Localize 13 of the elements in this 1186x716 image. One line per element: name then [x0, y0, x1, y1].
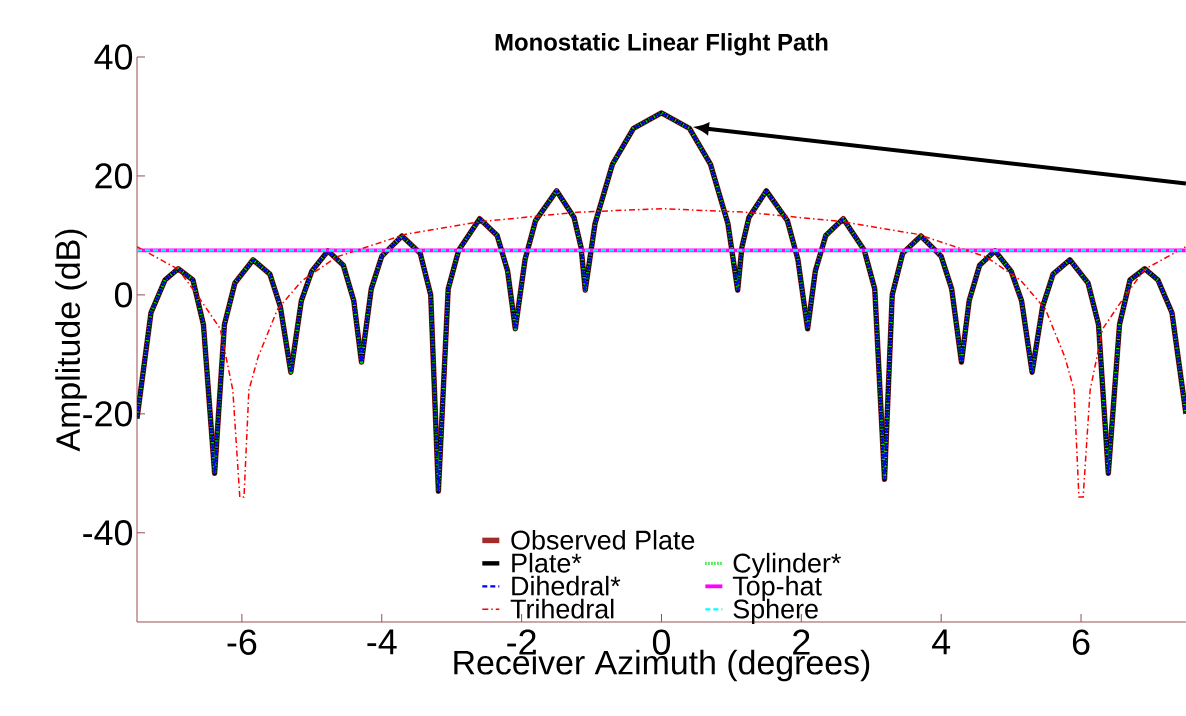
x-tick-label: -4: [367, 629, 397, 655]
x-tick-label: 6: [1072, 629, 1090, 655]
y-tick-label: -40: [83, 520, 133, 546]
x-tick-label: -6: [227, 629, 257, 655]
chart-title: Monostatic Linear Flight Path: [495, 33, 828, 56]
y-tick-label: 40: [94, 44, 133, 70]
legend-label: Plate*: [512, 552, 582, 573]
y-tick-label: 20: [95, 163, 133, 189]
y-tick-label: 0: [114, 282, 133, 308]
legend-label: Trihedral: [510, 598, 614, 619]
legend-label: Observed Plate: [511, 529, 695, 550]
legend-label: Dihedral*: [512, 575, 621, 596]
x-tick-label: 4: [932, 629, 951, 655]
